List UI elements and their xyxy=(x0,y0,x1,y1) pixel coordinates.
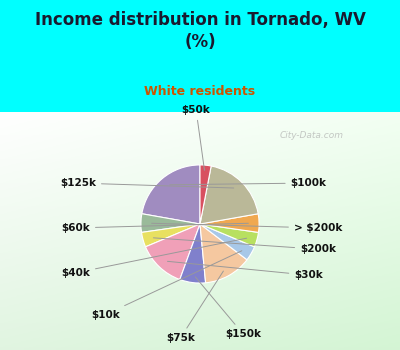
Text: $200k: $200k xyxy=(154,238,336,254)
Wedge shape xyxy=(200,224,247,283)
Wedge shape xyxy=(200,224,254,260)
Text: $60k: $60k xyxy=(61,223,248,233)
Text: Income distribution in Tornado, WV
(%): Income distribution in Tornado, WV (%) xyxy=(34,11,366,51)
Wedge shape xyxy=(200,165,211,224)
Wedge shape xyxy=(200,214,259,232)
Wedge shape xyxy=(142,224,200,247)
Wedge shape xyxy=(146,224,200,280)
Text: White residents: White residents xyxy=(144,85,256,98)
Wedge shape xyxy=(180,224,206,283)
Text: > $200k: > $200k xyxy=(152,223,342,233)
Wedge shape xyxy=(200,166,258,224)
Text: $10k: $10k xyxy=(91,251,242,320)
Wedge shape xyxy=(141,214,200,232)
Text: $50k: $50k xyxy=(182,105,210,170)
Text: $150k: $150k xyxy=(195,277,261,339)
Text: City-Data.com: City-Data.com xyxy=(280,131,344,140)
Text: $40k: $40k xyxy=(61,238,247,278)
Wedge shape xyxy=(200,224,258,247)
Text: $75k: $75k xyxy=(166,271,223,343)
Text: $30k: $30k xyxy=(168,261,323,280)
Text: $100k: $100k xyxy=(170,178,327,188)
Wedge shape xyxy=(142,165,200,224)
Text: $125k: $125k xyxy=(60,178,234,188)
